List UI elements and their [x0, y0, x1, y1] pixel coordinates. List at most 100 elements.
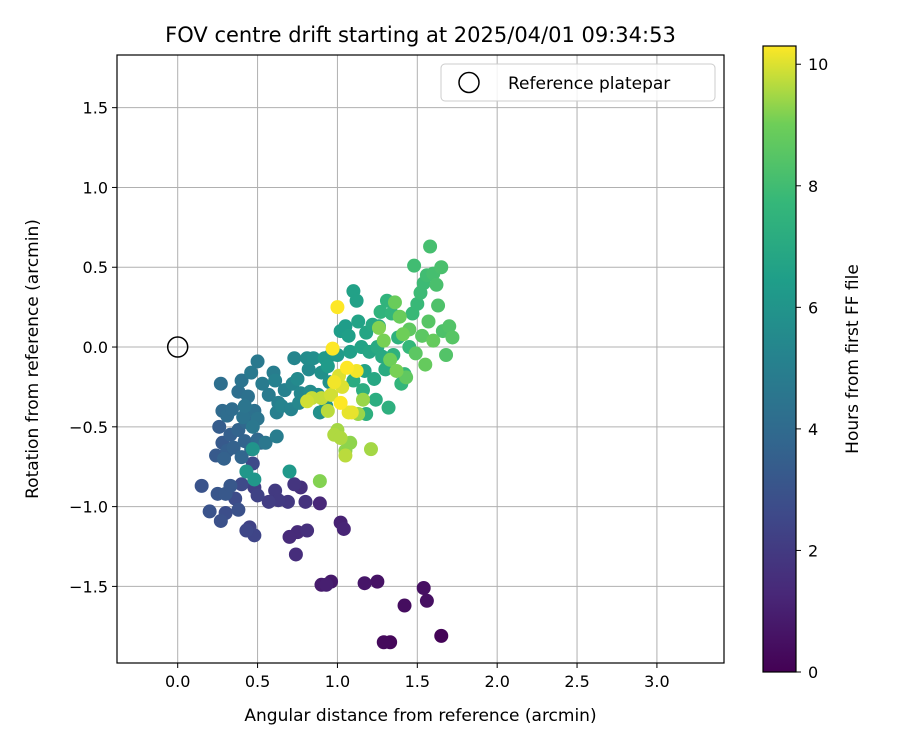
scatter-point: [434, 628, 449, 643]
scatter-point: [300, 394, 315, 409]
scatter-point: [225, 402, 240, 417]
scatter-point: [397, 598, 412, 613]
y-tick-label: −0.5: [69, 418, 108, 437]
legend-marker: [458, 71, 480, 94]
scatter-point: [231, 502, 246, 517]
scatter-point: [234, 477, 249, 492]
x-tick-label: 3.0: [644, 672, 669, 691]
scatter-point: [343, 344, 358, 359]
scatter-point: [340, 360, 355, 375]
y-tick-label: −1.5: [69, 577, 108, 596]
scatter-point: [320, 359, 335, 374]
scatter-point: [407, 258, 422, 273]
x-axis-label: Angular distance from reference (arcmin): [244, 706, 596, 726]
x-tick-label: 2.0: [484, 672, 509, 691]
x-tick-label: 0.5: [245, 672, 270, 691]
scatter-point: [258, 435, 273, 450]
x-tick-label: 1.0: [325, 672, 350, 691]
scatter-point: [368, 392, 383, 407]
y-tick-label: 1.0: [83, 178, 108, 197]
scatter-point: [223, 478, 238, 493]
scatter-point: [395, 327, 410, 342]
scatter-point: [408, 346, 423, 361]
scatter-point: [250, 488, 265, 503]
scatter-point: [268, 373, 283, 388]
scatter-point: [373, 304, 388, 319]
scatter-point: [288, 547, 303, 562]
legend: Reference platepar: [440, 63, 716, 102]
y-axis-label: Rotation from reference (arcmin): [23, 219, 43, 499]
legend-label: Reference platepar: [508, 74, 670, 94]
colorbar-tick-label: 0: [808, 663, 818, 682]
scatter-point: [325, 341, 340, 356]
colorbar-ticks: 0 2 4 6 8 10: [796, 55, 828, 682]
scatter-point: [410, 296, 425, 311]
scatter-point: [300, 523, 315, 538]
scatter-point: [306, 351, 321, 366]
scatter-point: [338, 448, 353, 463]
scatter-point: [387, 295, 402, 310]
scatter-point: [330, 300, 345, 315]
scatter-point: [239, 523, 254, 538]
scatter-point: [245, 419, 260, 434]
scatter-point: [194, 478, 209, 493]
scatter-point: [423, 239, 438, 254]
scatter-point: [363, 442, 378, 457]
scatter-point: [389, 363, 404, 378]
scatter-point: [431, 298, 446, 313]
scatter-point: [327, 375, 342, 390]
scatter-point: [312, 496, 327, 511]
scatter-point: [312, 474, 327, 489]
reference-platepar-marker: [166, 336, 189, 358]
colorbar-tick-label: 6: [808, 298, 818, 317]
scatter-point: [320, 403, 335, 418]
y-tick-label: 0.0: [83, 338, 108, 357]
x-axis-ticks: 0.0 0.5 1.0 1.5 2.0 2.5 3.0: [165, 663, 670, 691]
y-tick-label: 1.5: [83, 99, 108, 118]
scatter-point: [319, 577, 334, 592]
scatter-point: [418, 357, 433, 372]
scatter-point: [333, 395, 348, 410]
scatter-point: [202, 504, 217, 519]
scatter-point: [392, 309, 407, 324]
colorbar: [762, 45, 797, 673]
scatter-point: [298, 494, 313, 509]
scatter-point: [269, 429, 284, 444]
scatter-point: [250, 354, 265, 369]
scatter-points: [194, 239, 460, 650]
scatter-point: [421, 314, 436, 329]
scatter-point: [429, 277, 444, 292]
colorbar-label: Hours from first FF file: [843, 264, 863, 454]
scatter-point: [415, 328, 430, 343]
scatter-point: [301, 362, 316, 377]
scatter-point: [234, 373, 249, 388]
scatter-point: [217, 451, 232, 466]
scatter-point: [213, 513, 228, 528]
x-tick-label: 1.5: [405, 672, 430, 691]
scatter-point: [234, 450, 249, 465]
scatter-point: [261, 387, 276, 402]
scatter-point: [357, 576, 372, 591]
colorbar-tick-label: 4: [808, 420, 818, 439]
scatter-point: [426, 333, 441, 348]
scatter-point: [383, 352, 398, 367]
scatter-point: [212, 419, 227, 434]
scatter-point: [287, 477, 302, 492]
scatter-point: [381, 400, 396, 415]
scatter-point: [344, 405, 359, 420]
scatter-point: [445, 330, 460, 345]
y-axis-ticks: 1.5 1.0 0.5 0.0 −0.5 −1.0 −1.5: [69, 99, 117, 596]
scatter-point: [226, 440, 241, 455]
scatter-point: [282, 529, 297, 544]
colorbar-tick-label: 10: [808, 55, 828, 74]
x-tick-label: 0.0: [165, 672, 190, 691]
scatter-point: [351, 314, 366, 329]
scatter-point: [341, 328, 356, 343]
scatter-point: [376, 635, 391, 650]
scatter-point: [237, 399, 252, 414]
colorbar-tick-label: 8: [808, 177, 818, 196]
scatter-point: [367, 371, 382, 386]
scatter-point: [370, 574, 385, 589]
